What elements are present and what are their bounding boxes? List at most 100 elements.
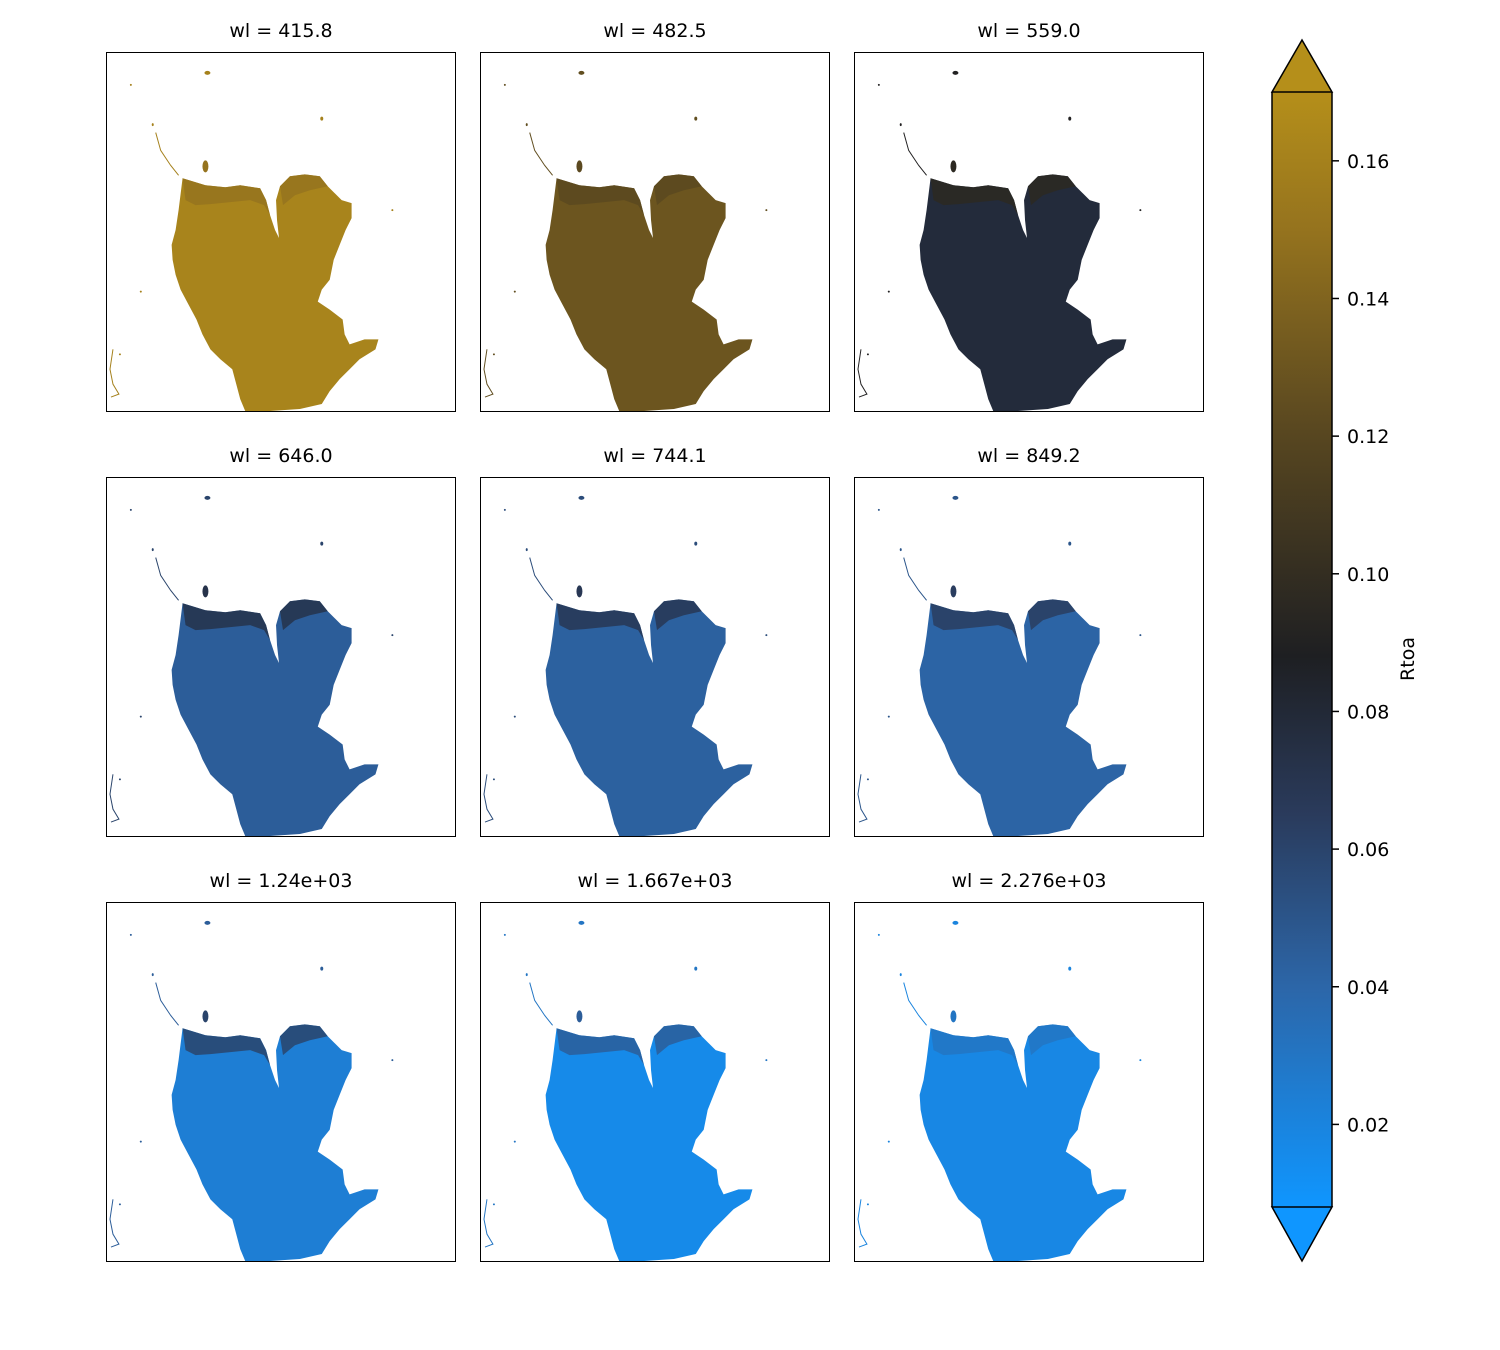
- colorbar: 0.02 0.04 0.06 0.08 0.10 0.12 0.14 0.16: [1270, 38, 1389, 1263]
- coast-thread: [857, 1199, 868, 1248]
- water-speck: [492, 1203, 495, 1206]
- water-speck: [129, 508, 132, 511]
- water-speck: [578, 495, 585, 500]
- water-speck: [151, 973, 154, 977]
- panel-title: wl = 849.2: [977, 445, 1081, 467]
- water-speck: [151, 123, 154, 127]
- water-speck: [139, 290, 142, 293]
- panel-title: wl = 744.1: [603, 445, 707, 467]
- water-speck: [492, 353, 495, 356]
- coast-thread: [155, 557, 179, 601]
- colorbar-tick-label: 0.12: [1347, 426, 1389, 448]
- panel-title: wl = 646.0: [229, 445, 333, 467]
- land-mass: [919, 1024, 1127, 1261]
- water-speck: [1139, 209, 1142, 212]
- water-speck: [952, 495, 959, 500]
- water-speck: [139, 1140, 142, 1143]
- coast-thread: [109, 774, 120, 823]
- water-speck: [877, 933, 880, 936]
- colorbar-tick-label: 0.02: [1347, 1114, 1389, 1136]
- map-image: [857, 495, 1142, 836]
- island: [576, 585, 583, 598]
- panel-title: wl = 482.5: [603, 20, 707, 42]
- coast-thread: [857, 774, 868, 823]
- coast-thread: [109, 1199, 120, 1248]
- island: [576, 1010, 583, 1023]
- map-image: [109, 70, 394, 411]
- map-image: [483, 70, 768, 411]
- land-mass: [171, 1024, 379, 1261]
- colorbar-label: Rtoa: [1396, 637, 1419, 681]
- water-speck: [118, 1203, 121, 1206]
- coast-thread: [857, 349, 868, 398]
- water-speck: [391, 1059, 394, 1062]
- map-panel: [854, 477, 1204, 837]
- land-fringe: [930, 174, 1076, 216]
- land-mass: [545, 174, 753, 411]
- water-speck: [1068, 116, 1072, 121]
- panel-title: wl = 415.8: [229, 20, 333, 42]
- coast-thread: [109, 349, 120, 398]
- coast-thread: [903, 982, 927, 1026]
- water-speck: [139, 715, 142, 718]
- map-image: [109, 920, 394, 1261]
- panel-title: wl = 559.0: [977, 20, 1081, 42]
- coast-thread: [529, 557, 553, 601]
- island: [202, 1010, 209, 1023]
- map-panel: [480, 477, 830, 837]
- colorbar-tick-label: 0.04: [1347, 977, 1389, 999]
- water-speck: [525, 973, 528, 977]
- water-speck: [513, 715, 516, 718]
- water-speck: [204, 495, 211, 500]
- coast-thread: [155, 132, 179, 176]
- water-speck: [877, 83, 880, 86]
- water-speck: [320, 966, 324, 971]
- coast-thread: [483, 1199, 494, 1248]
- island: [950, 1010, 957, 1023]
- colorbar-gradient: [1272, 92, 1332, 1207]
- water-speck: [492, 778, 495, 781]
- water-speck: [503, 83, 506, 86]
- colorbar-tick-label: 0.06: [1347, 839, 1389, 861]
- island: [202, 160, 209, 173]
- colorbar-outline: [1271, 92, 1333, 1207]
- water-speck: [503, 508, 506, 511]
- land-fringe: [930, 599, 1076, 641]
- water-speck: [1068, 541, 1072, 546]
- colorbar-extend-min: [1270, 1206, 1334, 1263]
- water-speck: [887, 290, 890, 293]
- water-speck: [765, 1059, 768, 1062]
- coast-thread: [529, 982, 553, 1026]
- water-speck: [899, 123, 902, 127]
- coast-thread: [529, 132, 553, 176]
- water-speck: [899, 548, 902, 552]
- colorbar-extend-max: [1270, 38, 1334, 93]
- land-mass: [545, 599, 753, 836]
- coast-thread: [903, 132, 927, 176]
- water-speck: [320, 116, 324, 121]
- land-fringe: [182, 174, 328, 216]
- land-fringe: [556, 599, 702, 641]
- colorbar-tick-label: 0.08: [1347, 701, 1389, 723]
- water-speck: [765, 209, 768, 212]
- land-fringe: [556, 174, 702, 216]
- water-speck: [391, 209, 394, 212]
- water-speck: [129, 933, 132, 936]
- coast-thread: [483, 774, 494, 823]
- colorbar-tick-label: 0.14: [1347, 288, 1389, 310]
- land-mass: [171, 174, 379, 411]
- water-speck: [765, 634, 768, 637]
- water-speck: [129, 83, 132, 86]
- coast-thread: [155, 982, 179, 1026]
- land-mass: [545, 1024, 753, 1261]
- water-speck: [513, 290, 516, 293]
- island: [950, 160, 957, 173]
- water-speck: [204, 920, 211, 925]
- map-panel: [106, 902, 456, 1262]
- water-speck: [204, 70, 211, 75]
- map-panel: [480, 52, 830, 412]
- land-fringe: [182, 599, 328, 641]
- panel-title: wl = 1.667e+03: [577, 870, 733, 892]
- water-speck: [1068, 966, 1072, 971]
- map-image: [857, 70, 1142, 411]
